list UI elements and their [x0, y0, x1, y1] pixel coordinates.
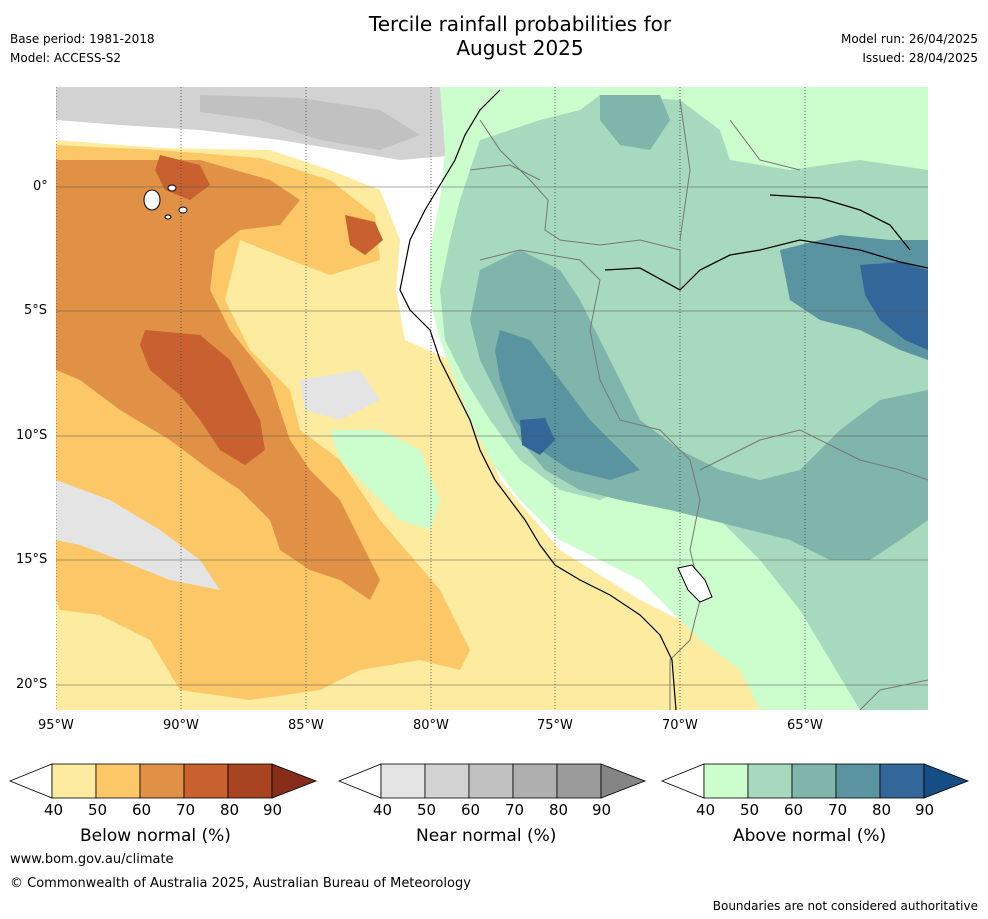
- above-normal-60-region: [470, 250, 928, 560]
- near-tick-40: 40: [373, 801, 393, 819]
- lon-tick-85w: 85°W: [288, 718, 324, 733]
- near-colorbar-swatch: [380, 763, 426, 799]
- model-label: Model: ACCESS-S2: [10, 51, 122, 65]
- near-normal-swatches: [337, 763, 647, 799]
- below-normal-colorbar: [8, 763, 318, 799]
- below-tick-60: 60: [132, 801, 152, 819]
- below-normal-70-region: [140, 330, 265, 465]
- title-line-2: August 2025: [456, 36, 584, 60]
- below-tick-80: 80: [220, 801, 240, 819]
- latitude-gridlines: [56, 186, 928, 686]
- near-tick-70: 70: [505, 801, 525, 819]
- lon-tick-80w: 80°W: [413, 718, 449, 733]
- below-tick-90: 90: [263, 801, 283, 819]
- boundaries-disclaimer: Boundaries are not considered authoritat…: [712, 899, 978, 913]
- below-normal-70-region-east: [345, 215, 383, 255]
- near-tick-90: 90: [592, 801, 612, 819]
- near-tick-50: 50: [417, 801, 437, 819]
- lat-tick-15s: 15°S: [16, 552, 48, 567]
- above-normal-swatches: [660, 763, 970, 799]
- bom-url-link[interactable]: www.bom.gov.au/climate: [10, 852, 174, 867]
- below-normal-swatches: [8, 763, 318, 799]
- above-colorbar-high-arrow: [923, 763, 970, 799]
- near-normal-label: Near normal (%): [416, 826, 557, 846]
- below-tick-70: 70: [176, 801, 196, 819]
- lon-tick-75w: 75°W: [537, 718, 573, 733]
- near-colorbar-high-arrow: [600, 763, 647, 799]
- near-colorbar-swatch: [512, 763, 558, 799]
- above-tick-50: 50: [740, 801, 760, 819]
- near-normal-patch: [300, 370, 380, 420]
- near-colorbar-swatch: [468, 763, 514, 799]
- below-colorbar-swatch: [51, 763, 97, 799]
- above-tick-90: 90: [915, 801, 935, 819]
- near-normal-colorbar: [337, 763, 647, 799]
- country-borders: [469, 99, 928, 710]
- near-colorbar-swatch: [556, 763, 602, 799]
- near-normal-north-inner: [200, 95, 420, 150]
- near-tick-60: 60: [461, 801, 481, 819]
- below-colorbar-swatch: [95, 763, 141, 799]
- above-tick-40: 40: [696, 801, 716, 819]
- above-tick-80: 80: [872, 801, 892, 819]
- lon-tick-90w: 90°W: [163, 718, 199, 733]
- model-run-label: Model run: 26/04/2025: [840, 32, 978, 46]
- above-colorbar-low-arrow: [660, 763, 705, 799]
- above-colorbar-swatch: [791, 763, 837, 799]
- longitude-gridlines: [56, 87, 806, 710]
- above-normal-ocean-strip: [330, 430, 440, 530]
- copyright-text: © Commonwealth of Australia 2025, Austra…: [10, 876, 471, 891]
- map-title: Tercile rainfall probabilities for Augus…: [0, 12, 988, 60]
- lon-tick-70w: 70°W: [662, 718, 698, 733]
- lake-titicaca: [677, 564, 713, 603]
- lat-tick-0: 0°: [33, 179, 48, 194]
- lon-tick-95w: 95°W: [38, 718, 74, 733]
- above-normal-label: Above normal (%): [733, 826, 887, 846]
- below-colorbar-swatch: [139, 763, 185, 799]
- near-tick-80: 80: [549, 801, 569, 819]
- above-normal-70-region: [495, 330, 640, 480]
- above-colorbar-swatch: [747, 763, 793, 799]
- galapagos-islands: [143, 184, 188, 220]
- below-colorbar-swatch: [183, 763, 229, 799]
- below-colorbar-low-arrow: [8, 763, 53, 799]
- lat-tick-5s: 5°S: [24, 303, 48, 318]
- below-normal-label: Below normal (%): [80, 826, 231, 846]
- title-line-1: Tercile rainfall probabilities for: [368, 12, 672, 36]
- lat-tick-20s: 20°S: [16, 677, 48, 692]
- lon-tick-65w: 65°W: [787, 718, 823, 733]
- above-colorbar-swatch: [835, 763, 881, 799]
- above-tick-70: 70: [828, 801, 848, 819]
- below-colorbar-high-arrow: [271, 763, 318, 799]
- above-normal-80-region-west: [520, 418, 555, 455]
- coastline: [399, 89, 677, 710]
- above-tick-60: 60: [784, 801, 804, 819]
- near-colorbar-low-arrow: [337, 763, 382, 799]
- near-normal-west-region: [56, 480, 220, 590]
- above-normal-60-region-north: [600, 95, 670, 150]
- below-tick-50: 50: [88, 801, 108, 819]
- below-colorbar-swatch: [227, 763, 273, 799]
- base-period-label: Base period: 1981-2018: [10, 32, 155, 46]
- major-rivers: [604, 194, 928, 291]
- above-colorbar-swatch: [703, 763, 749, 799]
- rainfall-probability-map: [56, 87, 928, 710]
- below-tick-40: 40: [44, 801, 64, 819]
- near-colorbar-swatch: [424, 763, 470, 799]
- issued-label: Issued: 28/04/2025: [862, 51, 978, 65]
- above-colorbar-swatch: [879, 763, 925, 799]
- above-normal-80-region: [860, 262, 928, 350]
- above-normal-colorbar: [660, 763, 970, 799]
- lat-tick-10s: 10°S: [16, 428, 48, 443]
